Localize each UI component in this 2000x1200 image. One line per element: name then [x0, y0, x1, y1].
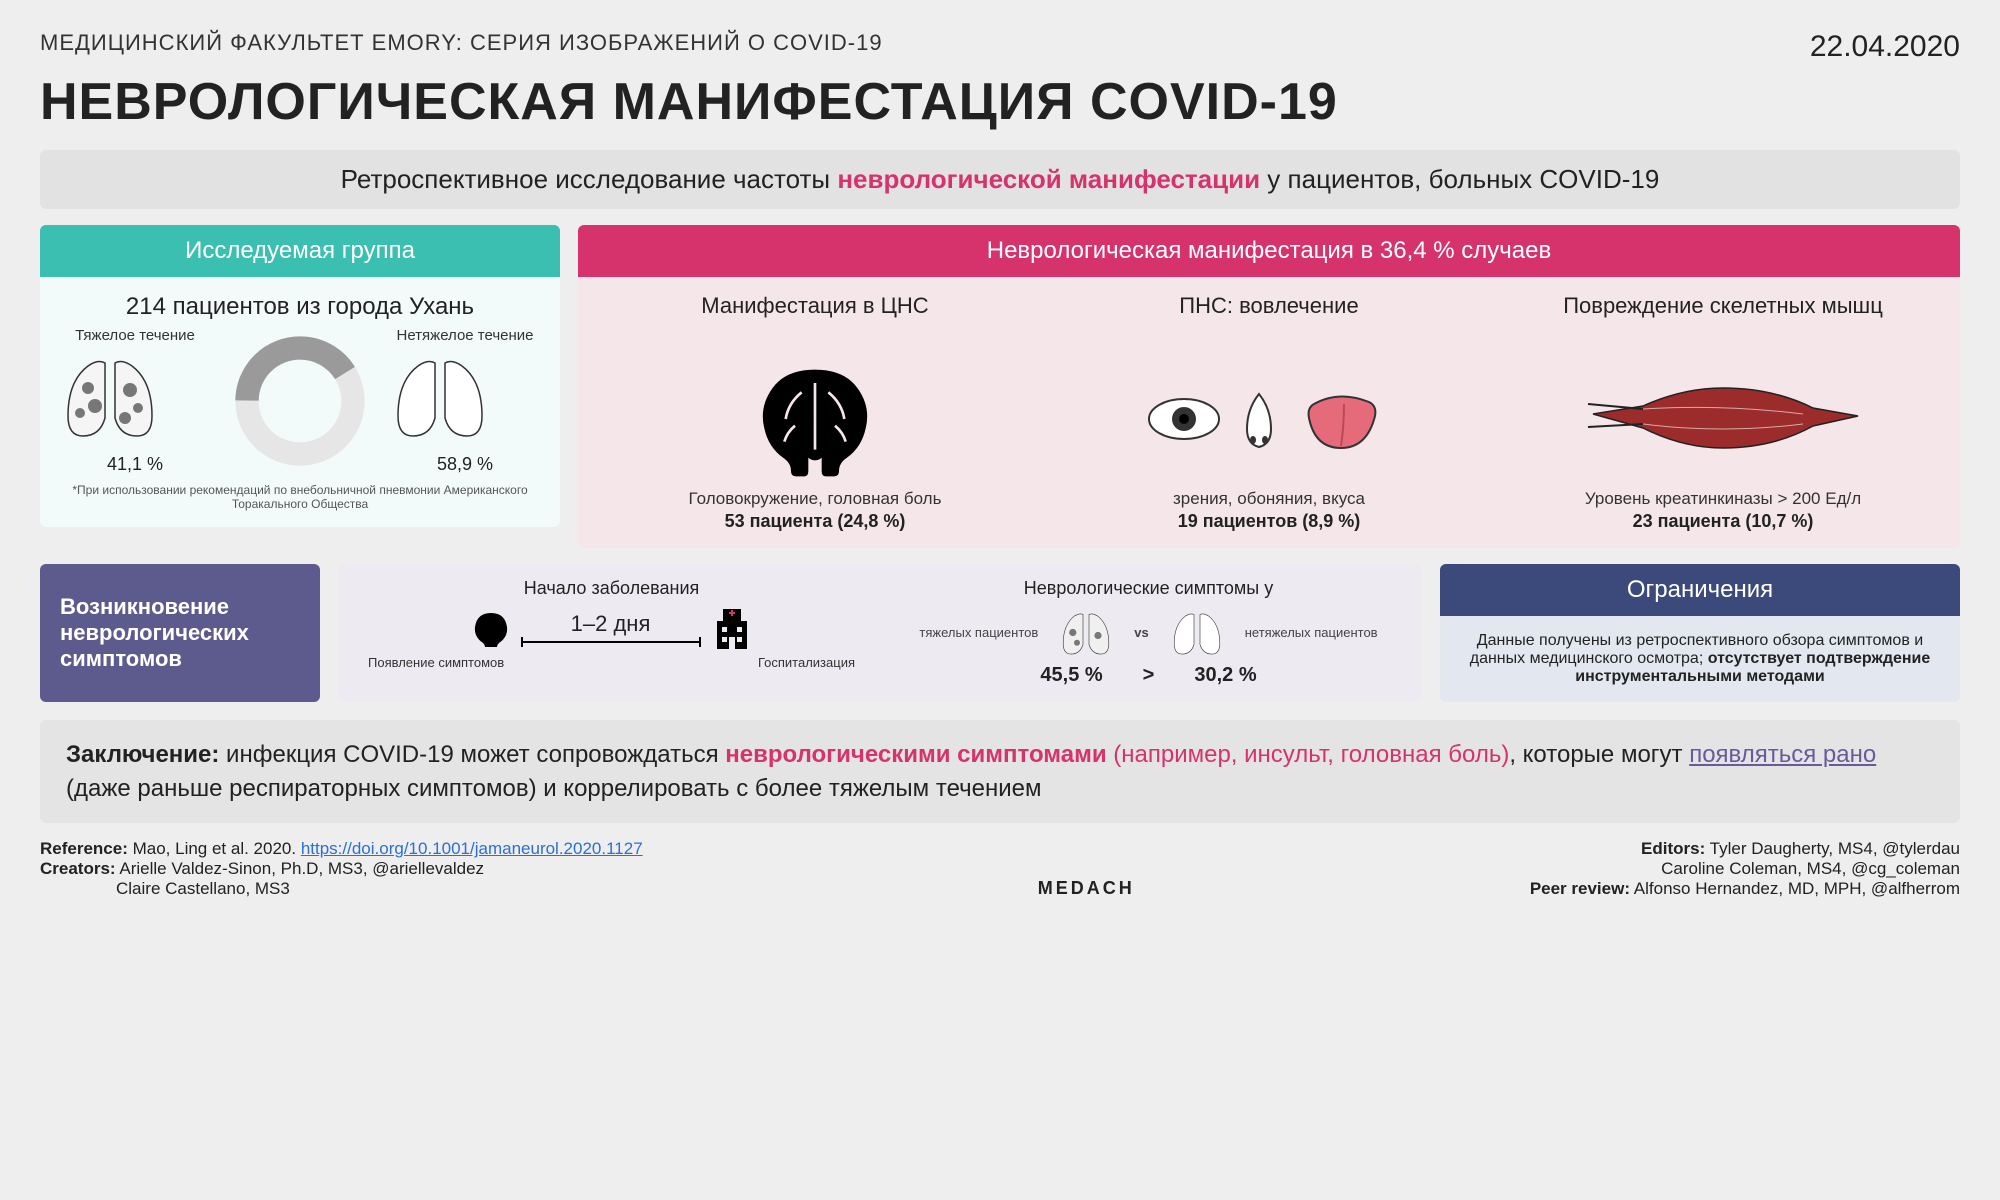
- neuro-panel: Неврологическая манифестация в 36,4 % сл…: [578, 225, 1960, 548]
- series-label: МЕДИЦИНСКИЙ ФАКУЛЬТЕТ EMORY: СЕРИЯ ИЗОБР…: [40, 30, 883, 56]
- reference-link[interactable]: https://doi.org/10.1001/jamaneurol.2020.…: [301, 839, 643, 858]
- page-title: НЕВРОЛОГИЧЕСКАЯ МАНИФЕСТАЦИЯ COVID-19: [40, 72, 1960, 132]
- lungs-severe-icon: [60, 348, 160, 448]
- onset-label: Возникновение неврологических симптомов: [40, 564, 320, 702]
- lungs-nonsevere-small-icon: [1167, 605, 1227, 660]
- donut-chart-icon: [230, 331, 370, 471]
- study-footnote: *При использовании рекомендаций по внебо…: [60, 483, 540, 511]
- lungs-nonsevere-icon: [390, 348, 490, 448]
- date: 22.04.2020: [1810, 30, 1960, 64]
- brain-small-icon: [469, 609, 513, 649]
- limits-panel: Ограничения Данные получены из ретроспек…: [1440, 564, 1960, 702]
- brand-logo: MEDACH: [1038, 878, 1135, 899]
- study-header: Исследуемая группа: [40, 225, 560, 277]
- brain-icon: [745, 359, 885, 479]
- subtitle: Ретроспективное исследование частоты нев…: [40, 150, 1960, 209]
- eye-nose-tongue-icon: [1139, 374, 1399, 464]
- conclusion: Заключение: инфекция COVID-19 может сопр…: [40, 720, 1960, 823]
- onset-body: Начало заболевания 1–2 дня Появление сим…: [338, 564, 1422, 702]
- neuro-header: Неврологическая манифестация в 36,4 % сл…: [578, 225, 1960, 277]
- study-title: 214 пациентов из города Ухань: [60, 293, 540, 321]
- hospital-icon: [709, 607, 755, 651]
- footer: Reference: Mao, Ling et al. 2020. https:…: [40, 839, 1960, 899]
- limits-header: Ограничения: [1440, 564, 1960, 616]
- study-panel: Исследуемая группа 214 пациентов из горо…: [40, 225, 560, 548]
- muscle-icon: [1583, 379, 1863, 459]
- lungs-severe-small-icon: [1056, 605, 1116, 660]
